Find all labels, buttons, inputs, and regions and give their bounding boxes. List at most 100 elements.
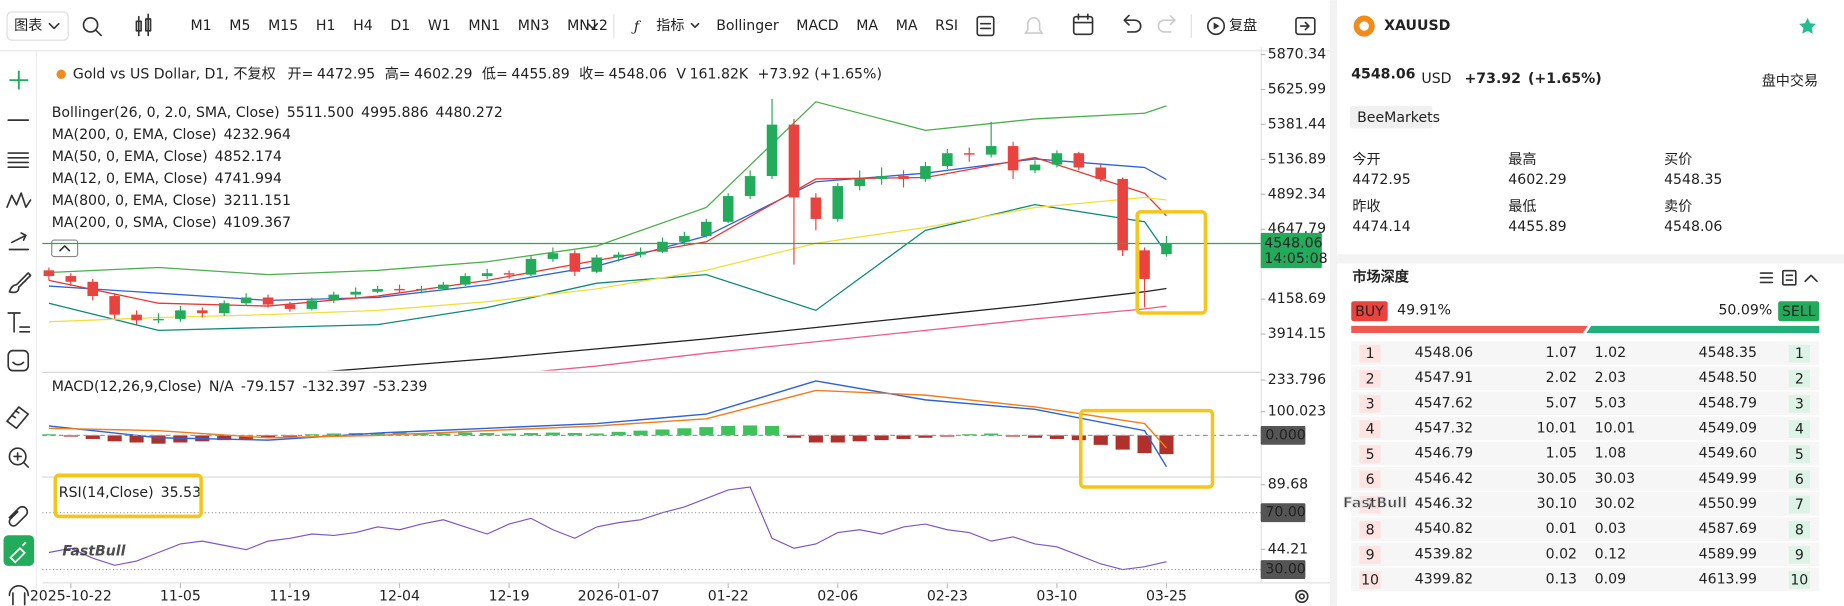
broker: BeeMarkets <box>1357 110 1440 126</box>
depth-icons[interactable] <box>1759 269 1818 286</box>
macd-histogram-bar <box>107 435 122 442</box>
ask-level: 3 <box>1795 396 1804 412</box>
candle-body <box>328 294 340 301</box>
macd-histogram-bar <box>567 433 582 436</box>
ask-volume: 1.08 <box>1595 446 1626 462</box>
highlight-box <box>1078 408 1215 489</box>
macd-histogram-bar <box>370 433 385 436</box>
stat-label: 今开 <box>1352 152 1380 168</box>
ask-volume: 0.12 <box>1595 546 1626 562</box>
ask-level-badge <box>1788 395 1810 413</box>
ask-level-badge <box>1788 546 1810 564</box>
x-tick-label: 02-23 <box>927 588 968 604</box>
stat-label: 昨收 <box>1352 199 1380 215</box>
ask-volume: 30.03 <box>1595 471 1635 487</box>
macd-histogram-bar <box>1137 435 1152 454</box>
macd-histogram-bar <box>852 435 867 442</box>
bid-volume: 1.07 <box>1546 345 1577 361</box>
brush-tool[interactable] <box>8 272 32 294</box>
replay-button[interactable]: 复盘 <box>1229 17 1257 34</box>
bid-volume: 0.01 <box>1546 521 1577 537</box>
bid-price: 4546.42 <box>1415 471 1473 487</box>
bid-price: 4547.62 <box>1415 395 1473 411</box>
chart-menu-box[interactable] <box>6 11 69 41</box>
overlay-value: 4995.886 <box>361 105 428 121</box>
magnet-tool[interactable] <box>8 505 29 527</box>
legend-dot <box>56 69 66 79</box>
favorite-star[interactable] <box>1799 17 1817 34</box>
zoom-tool[interactable] <box>8 447 30 468</box>
x-tick-label: 01-22 <box>708 588 749 604</box>
macd-histogram-bar <box>699 427 714 436</box>
indicator-button[interactable]: Bollinger <box>716 18 779 34</box>
candle-body <box>459 276 471 285</box>
stat-value: 4472.95 <box>1352 172 1410 188</box>
macd-histogram-bar <box>1027 435 1043 438</box>
bid-level: 8 <box>1366 522 1375 538</box>
ask-volume: 0.09 <box>1595 571 1626 587</box>
highlights <box>53 210 1215 519</box>
macd-histogram-bar <box>217 435 232 441</box>
legend-value: 161.82K <box>690 66 749 82</box>
indicator-button[interactable]: MA <box>856 18 878 34</box>
timeframe-button[interactable]: M15 <box>268 18 298 34</box>
x-tick-label: 11-19 <box>269 588 310 604</box>
watermark: FastBull <box>1343 496 1407 512</box>
legend-label: 高= <box>385 65 411 82</box>
timeframe-button[interactable]: MN3 <box>518 18 550 34</box>
timeframe-button[interactable]: M1 <box>191 18 212 34</box>
indicators-menu[interactable]: 指标 <box>656 18 684 34</box>
ask-level: 5 <box>1795 447 1804 463</box>
last-price-badge <box>1260 232 1322 269</box>
candle-type-icon[interactable] <box>135 13 152 37</box>
candle-body <box>240 297 252 304</box>
sell-label: SELL <box>1782 304 1816 320</box>
ask-level-badge <box>1788 369 1810 388</box>
timeframe-button[interactable]: W1 <box>428 18 451 34</box>
timeframe-button[interactable]: MN12 <box>567 18 608 34</box>
ask-level: 10 <box>1790 573 1808 589</box>
zero-label: 0.000 <box>1265 427 1305 443</box>
timeframe-button[interactable]: MN1 <box>468 18 500 34</box>
candle-body <box>1073 153 1085 168</box>
bid-volume: 5.07 <box>1546 395 1577 411</box>
indicator-button[interactable]: MACD <box>796 18 838 34</box>
ask-level: 7 <box>1795 497 1804 513</box>
emoji-tool[interactable] <box>7 349 30 372</box>
macd-histogram-bar <box>743 425 758 436</box>
timeframe-button[interactable]: M5 <box>229 18 250 34</box>
candle-body <box>920 166 931 179</box>
ask-level-badge <box>1788 520 1810 539</box>
trash-tool[interactable] <box>8 585 30 606</box>
indicator-button[interactable]: MA <box>896 18 918 34</box>
price: 4548.06 <box>1351 66 1415 82</box>
macd-histogram-bar <box>918 435 933 438</box>
macd-histogram-bar <box>633 430 648 436</box>
ask-price: 4548.50 <box>1699 370 1757 386</box>
toolbar-icons[interactable] <box>976 13 1316 38</box>
logo: FastBull <box>62 544 125 560</box>
ruler-tool[interactable] <box>6 406 30 430</box>
timeframe-more[interactable] <box>587 22 599 30</box>
ask-level-badge <box>1788 571 1810 589</box>
indicator-button[interactable]: RSI <box>935 18 958 34</box>
settings-icon[interactable] <box>1295 589 1309 604</box>
text-tool[interactable] <box>7 312 31 333</box>
depth-title: 市场深度 <box>1352 269 1409 286</box>
fib-tool[interactable] <box>7 152 30 168</box>
macd-histogram-bar <box>984 433 999 436</box>
pattern-tool[interactable] <box>6 192 32 208</box>
ask-price: 4589.99 <box>1699 546 1757 562</box>
trend-tool[interactable] <box>8 232 30 251</box>
macd-histogram-bar <box>129 435 144 443</box>
chart-menu[interactable]: 图表 <box>14 18 42 34</box>
timeframe-button[interactable]: H4 <box>353 18 373 34</box>
rsi-panel <box>48 486 1167 571</box>
crosshair-tool[interactable] <box>9 70 29 90</box>
candle-body <box>1007 146 1019 171</box>
overlay-name: MA(800, 0, EMA, Close) <box>52 193 217 209</box>
timeframe-button[interactable]: D1 <box>390 18 410 34</box>
timeframe-button[interactable]: H1 <box>316 18 336 34</box>
collapse-legend-button[interactable] <box>51 239 79 258</box>
search-icon[interactable] <box>82 16 102 37</box>
